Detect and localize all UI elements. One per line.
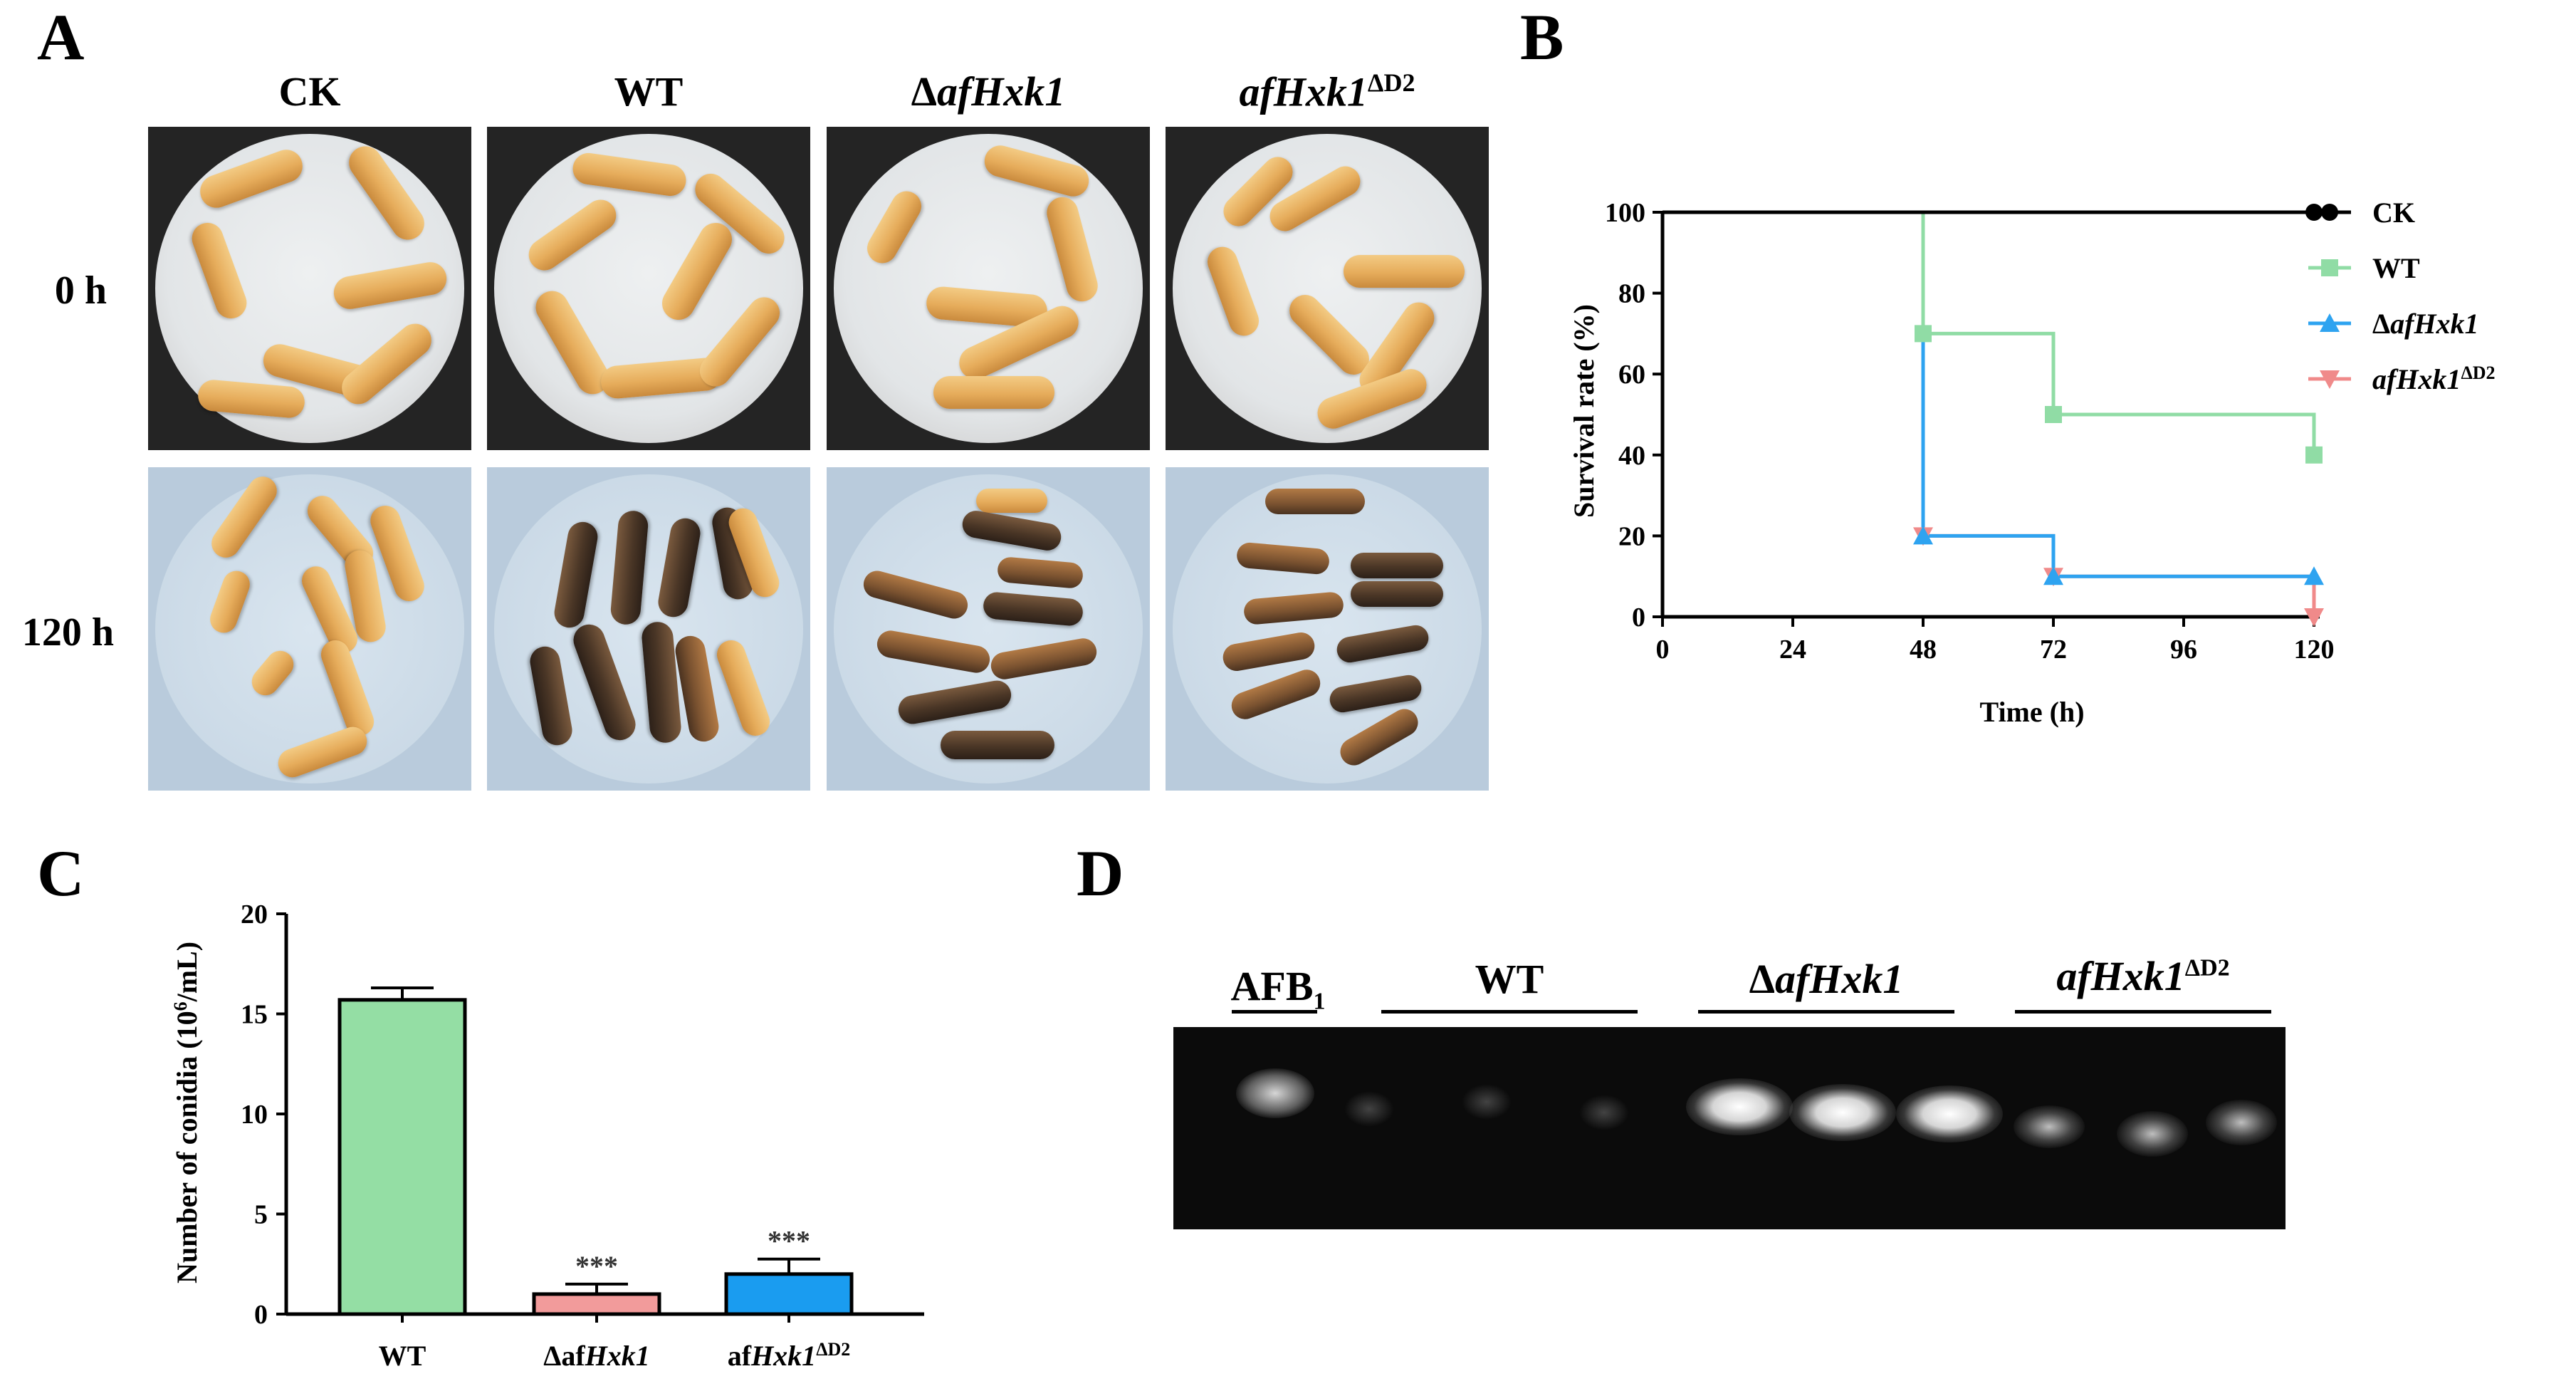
survival-point bbox=[2305, 446, 2323, 464]
survival-x-tick-label: 96 bbox=[2170, 635, 2197, 665]
survival-x-axis-label: Time (h) bbox=[1979, 696, 2084, 728]
plate-complement-0h bbox=[1166, 127, 1489, 450]
significance-label: *** bbox=[575, 1250, 618, 1282]
survival-line-1 bbox=[1663, 210, 2316, 455]
band-wt-1 bbox=[1344, 1091, 1394, 1127]
plate-mutant-120h bbox=[827, 467, 1150, 791]
survival-y-tick-label: 20 bbox=[1618, 521, 1645, 551]
survival-y-tick-label: 60 bbox=[1618, 360, 1645, 390]
survival-y-axis-label: Survival rate (%) bbox=[1568, 304, 1600, 518]
panel-b-letter: B bbox=[1520, 1, 1564, 73]
survival-point bbox=[2304, 566, 2324, 585]
band-complement-2 bbox=[2117, 1111, 2188, 1157]
legend-label: WT bbox=[2372, 252, 2420, 284]
legend-marker bbox=[2321, 204, 2338, 221]
band-mutant-1 bbox=[1686, 1078, 1793, 1135]
band-wt-3 bbox=[1579, 1095, 1629, 1130]
panel-d-letter: D bbox=[1077, 837, 1124, 910]
survival-point bbox=[2045, 406, 2062, 423]
conidia-y-tick-label: 15 bbox=[241, 1000, 268, 1030]
lane-label-complement: afHxk1ΔD2 bbox=[2056, 953, 2230, 999]
conidia-y-tick-label: 0 bbox=[254, 1300, 268, 1330]
plate-ck-0h bbox=[148, 127, 471, 450]
lane-underline-wt bbox=[1381, 1010, 1638, 1014]
survival-point bbox=[1915, 325, 1932, 343]
tlc-gel-image bbox=[1173, 1027, 2286, 1229]
survival-y-tick-label: 80 bbox=[1618, 279, 1645, 309]
survival-x-tick-label: 48 bbox=[1910, 635, 1937, 665]
conidia-y-tick-label: 20 bbox=[241, 900, 268, 929]
survival-x-tick-label: 24 bbox=[1779, 635, 1806, 665]
conidia-bar bbox=[532, 1292, 661, 1316]
conidia-y-axis-label: Number of conidia (106/mL) bbox=[170, 942, 204, 1283]
legend-marker bbox=[2321, 259, 2338, 276]
lane-label-afb1: AFB1 bbox=[1230, 963, 1326, 1015]
survival-x-tick-label: 120 bbox=[2294, 635, 2335, 665]
conidia-bar bbox=[724, 1272, 854, 1316]
survival-y-tick-label: 0 bbox=[1632, 603, 1645, 632]
band-complement-3 bbox=[2206, 1100, 2277, 1145]
plate-ck-120h bbox=[148, 467, 471, 791]
legend-label: ΔafHxk1 bbox=[2372, 308, 2479, 340]
survival-x-tick-label: 0 bbox=[1656, 635, 1670, 665]
survival-line-2 bbox=[1663, 210, 2314, 578]
conidia-y-tick-label: 5 bbox=[254, 1200, 268, 1230]
lane-label-wt: WT bbox=[1475, 956, 1544, 1002]
conidia-bar bbox=[337, 998, 467, 1316]
column-header-complement: afHxk1ΔD2 bbox=[1239, 68, 1415, 115]
column-header-mutant: ΔafHxk1 bbox=[911, 68, 1066, 115]
survival-series bbox=[1663, 204, 2324, 627]
survival-axes: 0 24 48 72 96 120 0 20 40 60 80 100 bbox=[1605, 198, 2335, 665]
survival-x-tick-label: 72 bbox=[2040, 635, 2067, 665]
plate-wt-0h bbox=[487, 127, 810, 450]
panel-c-letter: C bbox=[37, 837, 85, 910]
legend-label: CK bbox=[2372, 197, 2415, 229]
conidia-x-tick-label: WT bbox=[379, 1340, 426, 1372]
legend-marker bbox=[2320, 313, 2340, 332]
conidia-y-tick-label: 10 bbox=[241, 1100, 268, 1130]
panel-b-survival-chart: 0 24 48 72 96 120 0 20 40 60 80 100 CK WT ΔafHxk1 afHx… bbox=[1568, 197, 2496, 728]
conidia-bars: *** *** WT ΔafHxk1 afHxk1ΔD2 bbox=[337, 986, 854, 1372]
row-header-0h: 0 h bbox=[54, 269, 107, 313]
conidia-x-tick-label: afHxk1ΔD2 bbox=[728, 1339, 851, 1372]
survival-point bbox=[2043, 566, 2063, 585]
column-header-wt: WT bbox=[614, 68, 684, 115]
band-wt-2 bbox=[1462, 1084, 1512, 1120]
lane-underline-afb1 bbox=[1232, 1010, 1317, 1014]
plate-mutant-0h bbox=[827, 127, 1150, 450]
plate-wt-120h bbox=[487, 467, 810, 791]
band-mutant-2 bbox=[1789, 1084, 1896, 1141]
lane-underline-complement bbox=[2015, 1010, 2271, 1014]
row-header-120h: 120 h bbox=[21, 610, 114, 655]
survival-legend: CK WT ΔafHxk1 afHxk1ΔD2 bbox=[2308, 197, 2496, 395]
conidia-x-tick-label: ΔafHxk1 bbox=[543, 1340, 650, 1372]
significance-label: *** bbox=[768, 1225, 810, 1257]
survival-y-tick-label: 40 bbox=[1618, 441, 1645, 471]
survival-y-tick-label: 100 bbox=[1605, 198, 1645, 228]
lane-underline-mutant bbox=[1698, 1010, 1954, 1014]
column-header-ck: CK bbox=[278, 68, 341, 115]
plate-complement-120h bbox=[1166, 467, 1489, 791]
band-afb1 bbox=[1236, 1068, 1314, 1118]
panel-c-conidia-chart: 0 5 10 15 20 *** *** WT ΔafHxk1 afHxk1ΔD2 Number… bbox=[170, 900, 924, 1372]
legend-label: afHxk1ΔD2 bbox=[2372, 363, 2496, 396]
band-mutant-3 bbox=[1896, 1085, 2003, 1142]
panel-a-letter: A bbox=[37, 1, 85, 73]
survival-point bbox=[1913, 526, 1933, 545]
band-complement-1 bbox=[2014, 1105, 2085, 1148]
survival-point bbox=[2304, 608, 2324, 627]
legend-marker bbox=[2320, 370, 2340, 389]
lane-label-mutant: ΔafHxk1 bbox=[1749, 956, 1904, 1002]
